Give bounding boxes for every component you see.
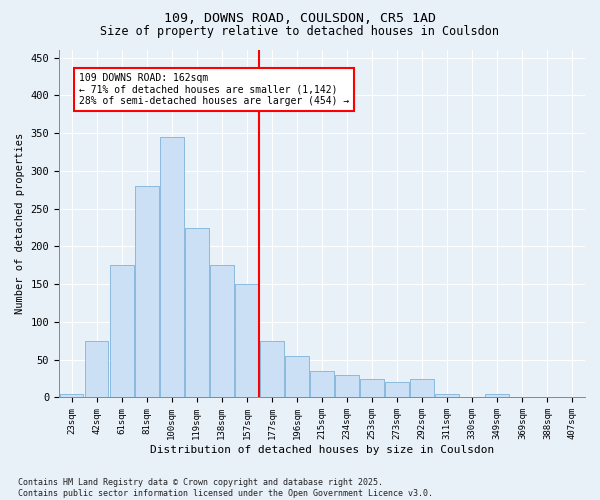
Bar <box>85 341 109 398</box>
Bar <box>285 356 309 398</box>
Bar <box>410 378 434 398</box>
Text: Contains HM Land Registry data © Crown copyright and database right 2025.
Contai: Contains HM Land Registry data © Crown c… <box>18 478 433 498</box>
Text: Size of property relative to detached houses in Coulsdon: Size of property relative to detached ho… <box>101 25 499 38</box>
Y-axis label: Number of detached properties: Number of detached properties <box>15 133 25 314</box>
Bar <box>260 341 284 398</box>
Bar <box>436 394 459 398</box>
Bar <box>59 394 83 398</box>
Bar <box>310 371 334 398</box>
Bar <box>360 378 384 398</box>
Bar <box>185 228 209 398</box>
X-axis label: Distribution of detached houses by size in Coulsdon: Distribution of detached houses by size … <box>150 445 494 455</box>
Bar <box>135 186 158 398</box>
Bar <box>160 137 184 398</box>
Bar <box>210 266 234 398</box>
Bar <box>110 266 134 398</box>
Bar <box>385 382 409 398</box>
Bar <box>485 394 509 398</box>
Bar <box>335 375 359 398</box>
Text: 109, DOWNS ROAD, COULSDON, CR5 1AD: 109, DOWNS ROAD, COULSDON, CR5 1AD <box>164 12 436 26</box>
Text: 109 DOWNS ROAD: 162sqm
← 71% of detached houses are smaller (1,142)
28% of semi-: 109 DOWNS ROAD: 162sqm ← 71% of detached… <box>79 72 349 106</box>
Bar <box>235 284 259 398</box>
